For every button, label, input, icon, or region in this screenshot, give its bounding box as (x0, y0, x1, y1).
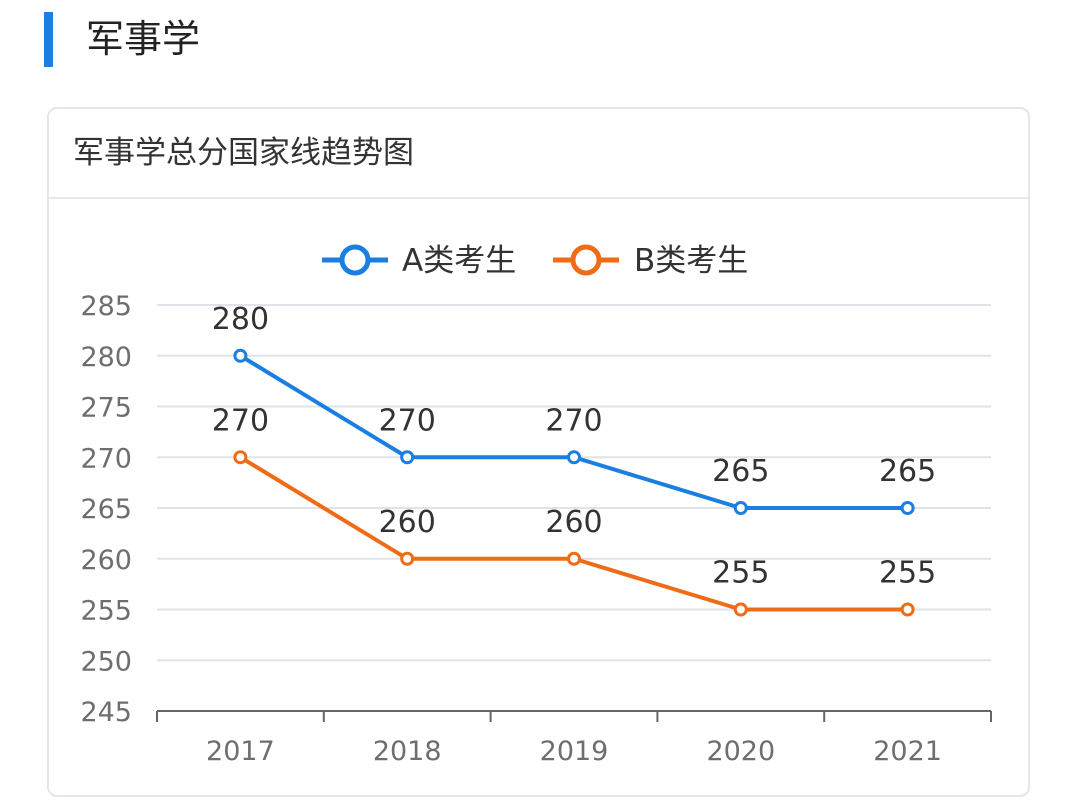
y-tick-label: 270 (80, 443, 132, 474)
y-tick-label: 265 (80, 494, 132, 525)
x-tick-label: 2021 (873, 736, 942, 767)
data-point[interactable] (567, 551, 581, 566)
legend-marker[interactable] (570, 244, 602, 276)
data-label: 265 (879, 454, 936, 489)
y-tick-label: 260 (80, 545, 132, 576)
data-label: 260 (545, 505, 602, 540)
data-label: 280 (212, 302, 269, 337)
x-tick-label: 2017 (206, 736, 275, 767)
data-point[interactable] (400, 450, 415, 465)
y-tick-label: 245 (80, 697, 132, 728)
card-header: 军事学总分国家线趋势图 (49, 109, 1028, 199)
data-point[interactable] (733, 501, 748, 515)
legend-label[interactable]: A类考生 (402, 243, 516, 279)
legend-label[interactable]: B类考生 (634, 243, 748, 279)
data-point[interactable] (733, 602, 748, 617)
y-tick-label: 280 (80, 342, 132, 373)
data-label: 260 (379, 505, 436, 540)
section-accent-bar (44, 12, 53, 67)
data-point[interactable] (233, 450, 248, 465)
data-label: 270 (212, 403, 269, 438)
chart-card: 军事学总分国家线趋势图 (47, 107, 1030, 797)
section-title: 军事学 (86, 17, 201, 61)
data-point[interactable] (900, 602, 915, 617)
data-label: 265 (712, 454, 769, 489)
section-header: 军事学 (0, 0, 1080, 80)
x-tick-label: 2018 (373, 736, 442, 767)
y-tick-label: 285 (80, 291, 132, 322)
chart-title: 军事学总分国家线趋势图 (73, 135, 414, 171)
data-label: 270 (379, 403, 436, 438)
data-point[interactable] (567, 450, 581, 465)
legend-marker[interactable] (339, 244, 371, 276)
x-tick-label: 2020 (706, 736, 775, 767)
data-point[interactable] (400, 551, 415, 566)
data-point[interactable] (900, 501, 915, 515)
y-tick-label: 250 (80, 646, 132, 677)
data-point[interactable] (233, 348, 248, 363)
data-label: 255 (879, 556, 936, 591)
y-tick-label: 255 (80, 596, 132, 627)
y-tick-label: 275 (80, 393, 132, 424)
data-label: 255 (712, 556, 769, 591)
data-label: 270 (545, 403, 602, 438)
x-tick-label: 2019 (540, 736, 609, 767)
